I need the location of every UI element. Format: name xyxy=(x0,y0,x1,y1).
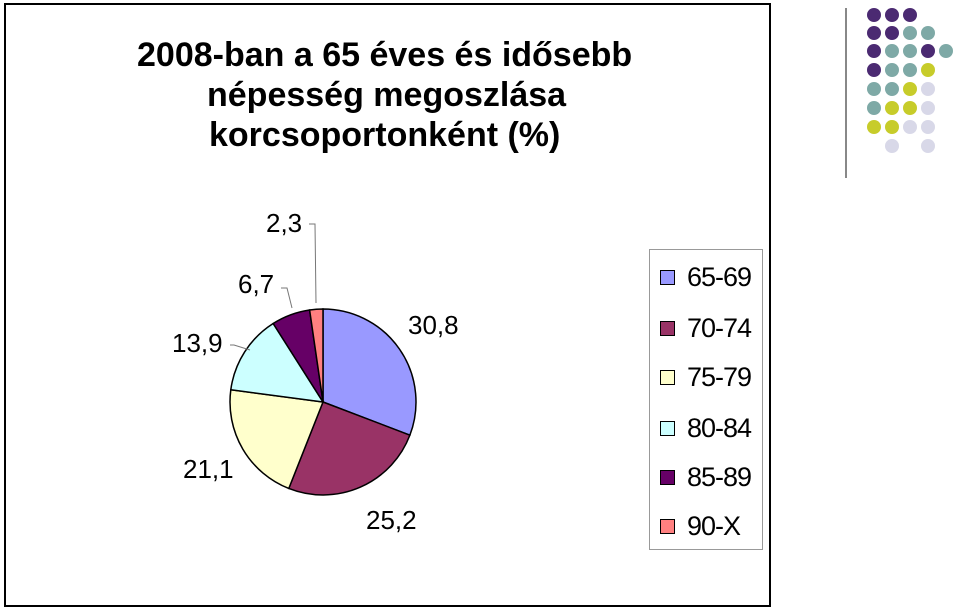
data-label-70-74: 25,2 xyxy=(366,505,417,535)
legend-label: 75-79 xyxy=(687,361,752,392)
decor-dot xyxy=(867,120,881,134)
legend-label: 90-X xyxy=(687,510,741,541)
pie-slice-75-79 xyxy=(229,388,325,490)
legend-item-70-74: 70-74 xyxy=(660,312,752,343)
decor-dot xyxy=(885,101,899,115)
leader-line-85-89 xyxy=(281,287,293,309)
pie-slice-65-69 xyxy=(322,308,417,437)
pie-slice-90-X xyxy=(308,308,324,403)
decor-dot xyxy=(885,63,899,77)
decor-dot xyxy=(903,120,917,134)
legend-swatch xyxy=(660,320,675,336)
data-label-65-69: 30,8 xyxy=(408,310,459,340)
legend-label: 80-84 xyxy=(687,412,752,443)
decor-dot xyxy=(921,44,935,58)
decor-dot xyxy=(903,44,917,58)
decor-dot xyxy=(885,26,899,40)
decorative-dot-pattern xyxy=(845,8,953,178)
decor-dot xyxy=(867,63,881,77)
decor-dot xyxy=(885,120,899,134)
decor-dot xyxy=(867,44,881,58)
data-label-85-89: 6,7 xyxy=(238,269,274,299)
legend-swatch xyxy=(660,469,675,485)
leader-line-90-X xyxy=(309,223,317,304)
decor-dot xyxy=(903,8,917,22)
pie-slice-80-84 xyxy=(229,322,325,403)
decor-dot xyxy=(939,44,953,58)
data-label-80-84: 13,9 xyxy=(172,328,223,358)
decor-dot xyxy=(885,139,899,153)
legend-swatch xyxy=(660,369,675,385)
legend-item-75-79: 75-79 xyxy=(660,361,752,392)
decor-dot xyxy=(903,26,917,40)
chart-frame: 2008-ban a 65 éves és idősebb népesség m… xyxy=(4,3,771,607)
legend-item-90-X: 90-X xyxy=(660,510,741,541)
decor-dot xyxy=(885,44,899,58)
legend-swatch xyxy=(660,518,675,534)
decor-dot xyxy=(921,101,935,115)
chart-title-line-1: 2008-ban a 65 éves és idősebb xyxy=(137,36,633,74)
decor-dot xyxy=(921,26,935,40)
decor-dot xyxy=(921,82,935,96)
pie-slice-70-74 xyxy=(287,401,411,496)
decor-dot xyxy=(867,101,881,115)
decor-dot xyxy=(867,82,881,96)
decor-dot xyxy=(921,63,935,77)
legend-label: 85-89 xyxy=(687,461,752,492)
data-label-90-X: 2,3 xyxy=(266,208,302,238)
chart-legend: 65-69 70-74 75-79 80-84 85-89 90-X xyxy=(649,249,763,550)
decor-dot xyxy=(921,120,935,134)
decor-dot xyxy=(867,8,881,22)
legend-swatch xyxy=(660,420,675,436)
legend-item-80-84: 80-84 xyxy=(660,412,752,443)
decor-dot xyxy=(903,63,917,77)
legend-item-85-89: 85-89 xyxy=(660,461,752,492)
decor-dot xyxy=(903,82,917,96)
decor-dot xyxy=(867,26,881,40)
decor-dot xyxy=(885,8,899,22)
legend-item-65-69: 65-69 xyxy=(660,261,752,292)
data-label-75-79: 21,1 xyxy=(183,454,234,484)
decor-dot xyxy=(903,101,917,115)
chart-title-line-3: korcsoportonként (%) xyxy=(209,116,561,154)
leader-line-80-84 xyxy=(230,344,251,351)
legend-swatch xyxy=(660,269,675,285)
decor-dot xyxy=(921,139,935,153)
legend-label: 70-74 xyxy=(687,312,752,343)
decor-dot xyxy=(885,82,899,96)
chart-title: 2008-ban a 65 éves és idősebb népesség m… xyxy=(131,35,691,155)
chart-title-line-2: népesség megoszlása xyxy=(207,76,567,114)
legend-label: 65-69 xyxy=(687,261,752,292)
